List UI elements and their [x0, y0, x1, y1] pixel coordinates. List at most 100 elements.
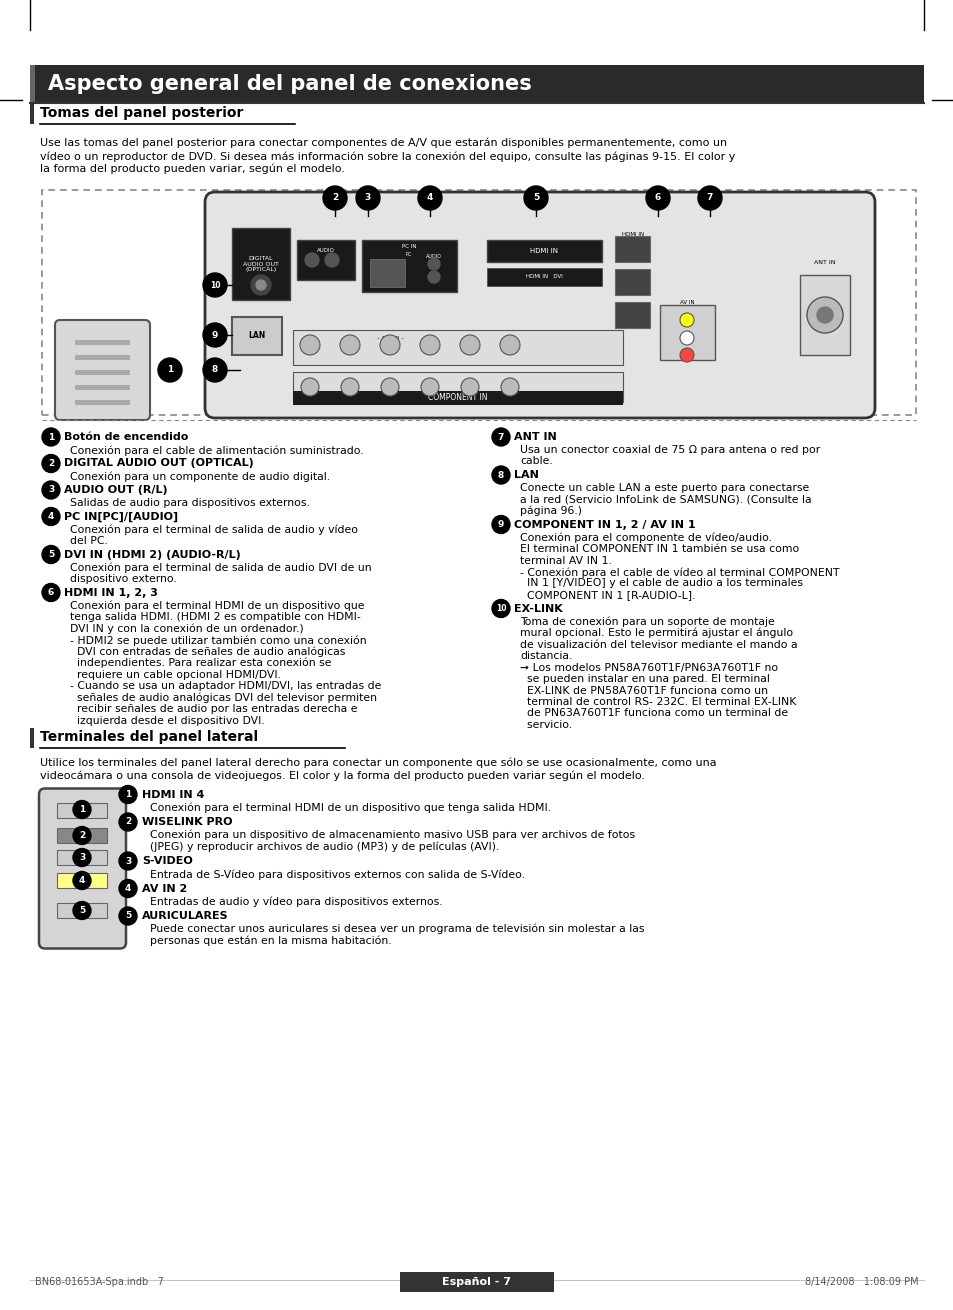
Text: señales de audio analógicas DVI del televisor permiten: señales de audio analógicas DVI del tele…: [70, 693, 376, 703]
Circle shape: [460, 379, 478, 396]
Bar: [30, 727, 34, 748]
Circle shape: [119, 852, 137, 870]
Text: 3: 3: [79, 853, 85, 862]
Bar: [615, 303, 649, 328]
Text: independientes. Para realizar esta conexión se: independientes. Para realizar esta conex…: [70, 658, 331, 668]
Text: Salidas de audio para dispositivos externos.: Salidas de audio para dispositivos exter…: [70, 498, 310, 508]
Bar: [370, 259, 405, 287]
Text: HDMI IN 1, 2, 3: HDMI IN 1, 2, 3: [64, 587, 157, 597]
FancyBboxPatch shape: [39, 789, 126, 948]
Text: la forma del producto pueden variar, según el modelo.: la forma del producto pueden variar, seg…: [40, 164, 345, 174]
Text: PC IN: PC IN: [401, 244, 416, 249]
Text: ➞ Los modelos PN58A760T1F/PN63A760T1F no: ➞ Los modelos PN58A760T1F/PN63A760T1F no: [519, 663, 778, 672]
Bar: [42, 190, 915, 415]
Text: Botón de encendido: Botón de encendido: [64, 432, 188, 441]
Text: - HDMI2 se puede utilizar también como una conexión: - HDMI2 se puede utilizar también como u…: [70, 635, 366, 646]
Text: Puede conectar unos auriculares si desea ver un programa de televisión sin moles: Puede conectar unos auriculares si desea…: [150, 924, 644, 934]
Text: Español - 7: Español - 7: [442, 1277, 511, 1286]
Circle shape: [119, 814, 137, 831]
Text: tenga salida HDMI. (HDMI 2 es compatible con HDMI-: tenga salida HDMI. (HDMI 2 es compatible…: [70, 612, 360, 622]
Text: (JPEG) y reproducir archivos de audio (MP3) y de películas (AVI).: (JPEG) y reproducir archivos de audio (M…: [150, 841, 498, 852]
Bar: [293, 390, 622, 405]
Circle shape: [42, 545, 60, 563]
Text: Conexión para el cable de alimentación suministrado.: Conexión para el cable de alimentación s…: [70, 445, 363, 456]
FancyBboxPatch shape: [55, 320, 150, 421]
Circle shape: [73, 827, 91, 845]
Circle shape: [492, 516, 510, 533]
Circle shape: [679, 348, 693, 362]
Text: - Conexión para el cable de vídeo al terminal COMPONENT: - Conexión para el cable de vídeo al ter…: [519, 567, 839, 578]
Bar: [615, 269, 649, 295]
Circle shape: [339, 335, 359, 355]
Text: 4: 4: [48, 512, 54, 521]
Text: Aspecto general del panel de conexiones: Aspecto general del panel de conexiones: [48, 73, 531, 93]
Text: 7: 7: [497, 432, 503, 441]
Text: COMPONENT IN: COMPONENT IN: [428, 393, 487, 402]
Circle shape: [158, 358, 182, 383]
Bar: [57, 849, 107, 865]
Text: AV IN: AV IN: [679, 300, 694, 305]
Text: servicio.: servicio.: [519, 721, 572, 730]
Text: EX-LINK: EX-LINK: [514, 604, 562, 613]
Text: El terminal COMPONENT IN 1 también se usa como: El terminal COMPONENT IN 1 también se us…: [519, 544, 799, 554]
Text: requiere un cable opcional HDMI/DVI.: requiere un cable opcional HDMI/DVI.: [70, 669, 281, 680]
Text: AUDIO: AUDIO: [426, 254, 441, 259]
Text: IN 1 [Y/VIDEO] y el cable de audio a los terminales: IN 1 [Y/VIDEO] y el cable de audio a los…: [519, 579, 802, 588]
Text: 10: 10: [496, 604, 506, 613]
Text: 9: 9: [212, 330, 218, 339]
Text: 4: 4: [125, 884, 132, 893]
Circle shape: [42, 481, 60, 499]
FancyBboxPatch shape: [205, 193, 874, 418]
Text: 5: 5: [48, 550, 54, 559]
Text: DVI IN (HDMI 2) (AUDIO-R/L): DVI IN (HDMI 2) (AUDIO-R/L): [64, 549, 240, 559]
Text: Tomas del panel posterior: Tomas del panel posterior: [40, 106, 243, 121]
Circle shape: [492, 428, 510, 445]
Circle shape: [305, 253, 318, 267]
Bar: [232, 317, 282, 355]
Circle shape: [379, 335, 399, 355]
Circle shape: [645, 186, 669, 210]
Bar: [75, 355, 130, 360]
Text: 1: 1: [167, 365, 172, 375]
Text: COMPONENT IN 1 [R-AUDIO-L].: COMPONENT IN 1 [R-AUDIO-L].: [519, 590, 695, 600]
Text: mural opcional. Esto le permitirá ajustar el ángulo: mural opcional. Esto le permitirá ajusta…: [519, 627, 792, 638]
Text: 4: 4: [426, 194, 433, 203]
Text: 1: 1: [48, 432, 54, 441]
Circle shape: [523, 186, 547, 210]
Text: de visualización del televisor mediante el mando a: de visualización del televisor mediante …: [519, 639, 797, 650]
Text: EX-LINK de PN58A760T1F funciona como un: EX-LINK de PN58A760T1F funciona como un: [519, 685, 767, 696]
Circle shape: [42, 455, 60, 473]
Circle shape: [119, 879, 137, 897]
Bar: [75, 341, 130, 345]
Text: HDMI IN 4: HDMI IN 4: [142, 790, 204, 799]
Text: Usa un conector coaxial de 75 Ω para antena o red por: Usa un conector coaxial de 75 Ω para ant…: [519, 445, 820, 455]
Text: Conecte un cable LAN a este puerto para conectarse: Conecte un cable LAN a este puerto para …: [519, 483, 808, 493]
Bar: [486, 269, 601, 286]
Circle shape: [203, 272, 227, 297]
Bar: [57, 872, 107, 887]
Bar: [486, 240, 601, 262]
Text: Conexión para el terminal de salida de audio y vídeo: Conexión para el terminal de salida de a…: [70, 524, 357, 534]
Bar: [75, 385, 130, 390]
Circle shape: [73, 800, 91, 819]
Text: AUDIO: AUDIO: [316, 248, 335, 253]
Text: AV IN 2: AV IN 2: [142, 883, 187, 893]
Text: 6: 6: [654, 194, 660, 203]
Text: página 96.): página 96.): [519, 506, 581, 516]
Text: 3: 3: [125, 857, 131, 866]
Bar: [57, 828, 107, 842]
Circle shape: [806, 297, 842, 333]
Bar: [399, 1272, 554, 1292]
Text: Conexión para un dispositivo de almacenamiento masivo USB para ver archivos de f: Conexión para un dispositivo de almacena…: [150, 831, 635, 841]
Bar: [659, 305, 714, 360]
Circle shape: [203, 358, 227, 383]
Circle shape: [301, 379, 318, 396]
Text: 2: 2: [79, 831, 85, 840]
Text: terminal de control RS- 232C. El terminal EX-LINK: terminal de control RS- 232C. El termina…: [519, 697, 796, 707]
Text: 7: 7: [706, 194, 713, 203]
Text: personas que están en la misma habitación.: personas que están en la misma habitació…: [150, 935, 392, 946]
Circle shape: [325, 253, 338, 267]
Text: LAN: LAN: [514, 470, 538, 479]
Text: 2: 2: [332, 194, 337, 203]
Circle shape: [492, 600, 510, 617]
